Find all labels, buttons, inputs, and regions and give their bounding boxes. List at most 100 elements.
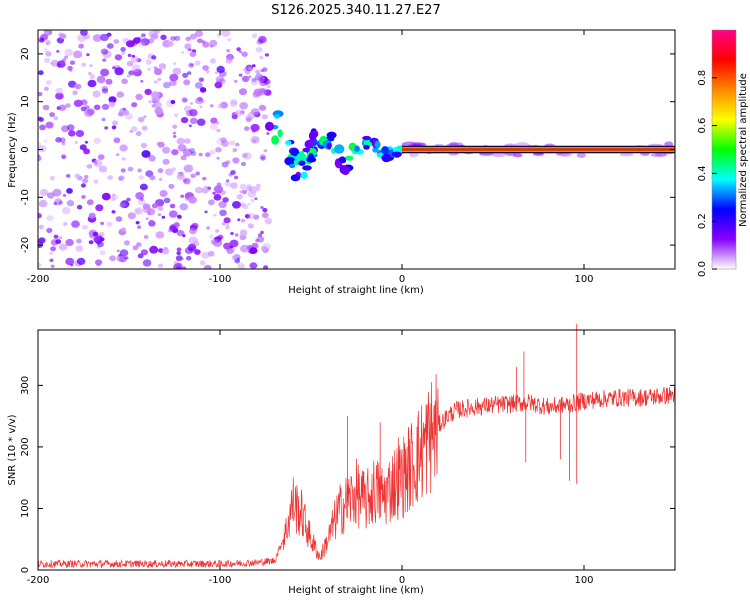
noise-blob	[262, 67, 268, 72]
noise-blob	[125, 113, 133, 120]
noise-blob	[127, 166, 134, 172]
noise-blob	[246, 185, 253, 192]
noise-blob	[140, 38, 150, 46]
noise-blob	[106, 32, 112, 37]
noise-blob	[46, 192, 55, 199]
noise-blob	[139, 197, 144, 201]
snr-panel: -200 -100 0 100 0 100 200 300 Height of straig…	[7, 323, 676, 596]
transition-blob	[334, 144, 345, 154]
noise-blob	[257, 233, 263, 238]
noise-blob	[145, 59, 152, 65]
noise-blob	[56, 60, 66, 68]
noise-blob	[116, 91, 125, 98]
noise-blob	[225, 58, 233, 64]
noise-blob	[84, 108, 94, 117]
noise-blob	[264, 217, 273, 225]
x-tick-label: -200	[27, 575, 50, 586]
noise-blob	[214, 81, 223, 89]
noise-blob	[231, 255, 238, 261]
noise-blob	[93, 179, 99, 184]
noise-blob	[223, 217, 231, 224]
noise-blob	[221, 140, 229, 147]
snr-x-ticks: -200 -100 0 100	[27, 330, 594, 586]
noise-blob	[76, 204, 83, 210]
noise-blob	[53, 116, 59, 121]
noise-blob	[101, 192, 111, 201]
noise-blob	[226, 49, 231, 53]
noise-blob	[138, 175, 144, 180]
noise-blob	[149, 219, 154, 223]
colorbar-ticks: 0.0 0.2 0.4 0.6 0.8	[697, 70, 717, 277]
noise-blob	[181, 266, 187, 269]
transition-blob	[271, 135, 279, 145]
noise-blob	[66, 124, 75, 131]
noise-blob	[159, 190, 168, 197]
noise-blob	[100, 68, 110, 77]
noise-blob	[210, 123, 219, 131]
noise-blob	[232, 201, 241, 209]
noise-blob	[195, 30, 203, 37]
noise-blob	[249, 262, 258, 269]
colorbar: 0.0 0.2 0.4 0.6 0.8 Normalized spectral ampl…	[697, 29, 749, 277]
noise-blob	[225, 225, 230, 230]
noise-blob	[251, 33, 258, 39]
noise-blob	[259, 153, 266, 160]
noise-blob	[254, 197, 258, 200]
halo-blob	[619, 152, 634, 157]
noise-blob	[216, 121, 220, 125]
colorbar-tick-label: 0.2	[697, 213, 708, 229]
noise-blob	[49, 251, 53, 255]
noise-blob	[176, 266, 181, 269]
transition-blob	[308, 140, 314, 145]
noise-blob	[261, 114, 268, 120]
noise-blob	[198, 77, 204, 82]
noise-blob	[195, 171, 200, 176]
noise-blob	[175, 255, 183, 262]
noise-blob	[151, 203, 159, 209]
noise-blob	[147, 67, 151, 71]
noise-blob	[210, 44, 214, 48]
noise-blob	[52, 188, 62, 197]
x-tick-label: -100	[209, 575, 232, 586]
noise-blob	[122, 107, 127, 111]
noise-blob	[80, 106, 87, 112]
noise-blob	[131, 64, 141, 72]
noise-blob	[157, 213, 162, 217]
noise-blob	[137, 253, 144, 259]
noise-blob	[38, 117, 44, 122]
transition-blob	[298, 160, 306, 166]
noise-blob	[240, 218, 246, 223]
noise-blob	[38, 224, 44, 230]
noise-blob	[177, 144, 187, 152]
noise-blob	[189, 51, 197, 58]
y-tick-label: 300	[20, 376, 31, 395]
noise-blob	[92, 34, 102, 42]
transition-blob	[290, 174, 301, 182]
noise-blob	[135, 221, 140, 225]
noise-blob	[242, 152, 252, 160]
y-tick-label: -20	[20, 237, 31, 253]
noise-blob	[250, 79, 259, 86]
noise-blob	[189, 109, 198, 117]
noise-blob	[199, 105, 203, 108]
noise-blob	[253, 136, 260, 142]
noise-blob	[236, 194, 243, 200]
transition-blob	[284, 156, 296, 166]
noise-blob	[260, 230, 264, 234]
noise-blob	[157, 206, 164, 211]
noise-blob	[176, 229, 185, 237]
noise-blob	[100, 33, 109, 42]
noise-blob	[38, 145, 47, 153]
noise-blob	[199, 87, 207, 93]
noise-blob	[239, 88, 247, 96]
transition-blob	[300, 171, 308, 179]
noise-blob	[176, 137, 185, 145]
noise-blob	[155, 199, 161, 204]
noise-blob	[215, 75, 224, 83]
noise-blob	[169, 203, 176, 209]
noise-blob	[119, 144, 128, 152]
y-tick-label: 10	[20, 95, 31, 108]
noise-blob	[260, 206, 264, 209]
halo-blob	[650, 153, 663, 157]
noise-blob	[94, 161, 98, 165]
